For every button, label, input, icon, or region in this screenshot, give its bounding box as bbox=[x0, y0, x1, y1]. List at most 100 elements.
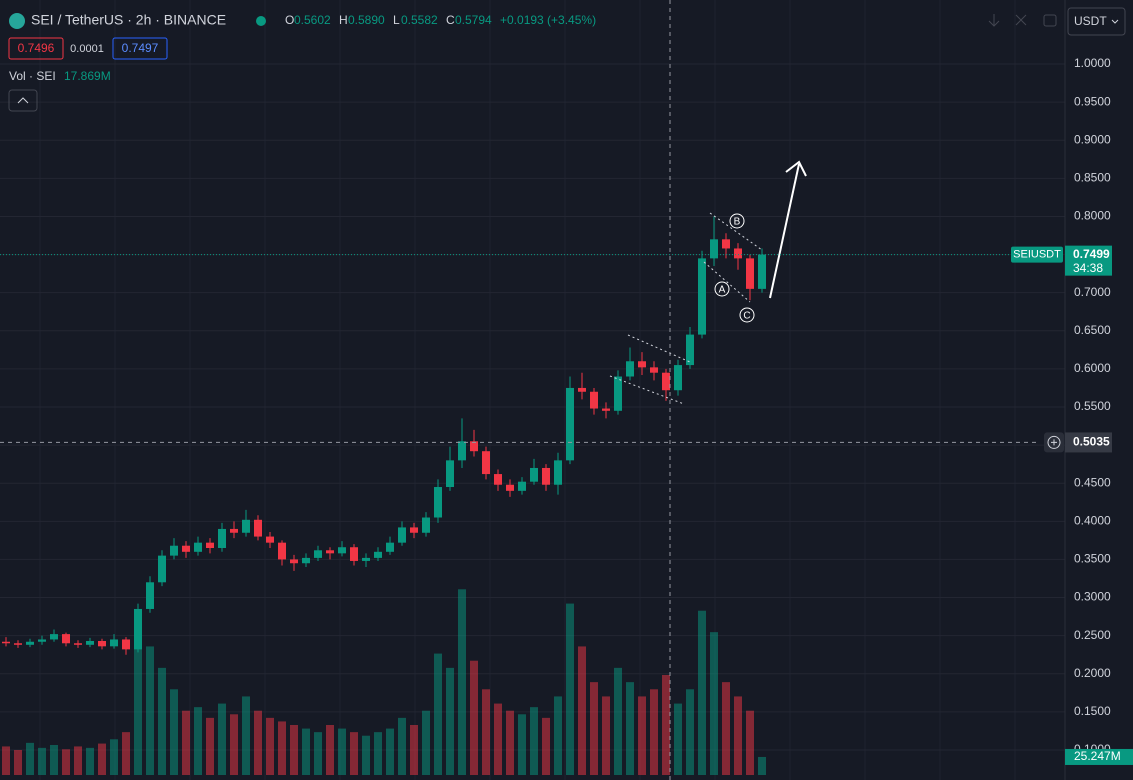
y-tick-label: 0.4500 bbox=[1074, 475, 1111, 489]
candle-body bbox=[614, 376, 622, 411]
volume-bar bbox=[326, 725, 334, 775]
candle-body bbox=[626, 361, 634, 377]
volume-bar bbox=[122, 732, 130, 775]
wave-labels: A B C bbox=[714, 213, 755, 323]
candle-body bbox=[218, 528, 226, 548]
y-tick-label: 0.3500 bbox=[1074, 552, 1111, 566]
candle-body bbox=[758, 254, 766, 289]
ohlc-change: +0.0193 (+3.45%) bbox=[500, 13, 596, 27]
candle-body bbox=[710, 239, 718, 259]
y-tick-label: 0.1500 bbox=[1074, 704, 1111, 718]
wave-circle bbox=[729, 213, 745, 229]
volume-bar bbox=[506, 710, 514, 775]
volume-bar bbox=[662, 675, 670, 775]
candle-body bbox=[650, 367, 658, 373]
volume-bar bbox=[710, 632, 718, 775]
candle-body bbox=[566, 387, 574, 461]
volume-bar bbox=[638, 696, 646, 775]
volume-last-box bbox=[1065, 748, 1133, 765]
volume-value: 17.869M bbox=[64, 69, 111, 83]
volume-bar bbox=[350, 732, 358, 775]
volume-bar bbox=[698, 610, 706, 775]
volume-bar bbox=[314, 732, 322, 775]
y-tick-label: 1.0000 bbox=[1074, 56, 1111, 70]
candle-body bbox=[362, 557, 370, 561]
last-price-label: 0.7499 bbox=[1073, 247, 1110, 261]
volume-bar bbox=[674, 703, 682, 775]
volume-bar bbox=[386, 728, 394, 775]
volume-bar bbox=[290, 725, 298, 775]
volume-bar bbox=[458, 589, 466, 775]
volume-bar bbox=[650, 689, 658, 775]
candle-body bbox=[62, 634, 70, 644]
volume-bar bbox=[602, 696, 610, 775]
volume-bar bbox=[470, 660, 478, 775]
candle-body bbox=[146, 582, 154, 609]
y-tick-label: 0.4000 bbox=[1074, 513, 1111, 527]
icon bbox=[1043, 14, 1057, 27]
volume-bar bbox=[398, 717, 406, 775]
icon bbox=[988, 14, 1000, 27]
last-price-box bbox=[1065, 245, 1112, 276]
candle-body bbox=[410, 527, 418, 533]
collapse-button[interactable] bbox=[8, 89, 38, 112]
candle-body bbox=[38, 639, 46, 642]
wave-circle bbox=[714, 281, 730, 297]
candle-body bbox=[446, 460, 454, 488]
candle-body bbox=[266, 536, 274, 543]
y-tick-label: 0.7000 bbox=[1074, 285, 1111, 299]
candle-body bbox=[638, 361, 646, 368]
y-tick-label: 0.3000 bbox=[1074, 590, 1111, 604]
volume-bar bbox=[722, 682, 730, 775]
candle-body bbox=[50, 634, 58, 640]
countdown: 34:38 bbox=[1073, 261, 1103, 275]
ohlc-key: O bbox=[285, 13, 294, 27]
candle-body bbox=[386, 542, 394, 552]
y-tick-label: 0.8000 bbox=[1074, 209, 1111, 223]
volume-bar bbox=[302, 728, 310, 775]
candle-body bbox=[242, 519, 250, 533]
candle-body bbox=[470, 441, 478, 452]
symbol-title: SEI / TetherUS · 2h · BINANCE bbox=[31, 12, 226, 28]
volume-bar bbox=[758, 756, 766, 775]
volume-bar bbox=[746, 710, 754, 775]
candle-body bbox=[662, 372, 670, 391]
candle-body bbox=[74, 643, 82, 645]
candle-body bbox=[350, 547, 358, 561]
volume-layer bbox=[2, 589, 766, 775]
volume-label: Vol · SEI bbox=[9, 69, 56, 83]
candle-body bbox=[122, 639, 130, 650]
ohlc-value: 0.5602 bbox=[294, 13, 331, 27]
wave-circle bbox=[739, 307, 755, 323]
volume-bar bbox=[410, 725, 418, 775]
volume-bar bbox=[242, 696, 250, 775]
candle-body bbox=[86, 640, 94, 645]
volume-bar bbox=[590, 682, 598, 775]
icon bbox=[1015, 14, 1027, 26]
candle-body bbox=[182, 545, 190, 552]
market-status bbox=[256, 16, 266, 26]
volume-bar bbox=[110, 739, 118, 775]
volume-bar bbox=[182, 710, 190, 775]
candle-body bbox=[338, 547, 346, 554]
candle-body bbox=[26, 641, 34, 645]
bid-box[interactable] bbox=[8, 37, 64, 60]
volume-bar bbox=[38, 747, 46, 775]
currency-select[interactable] bbox=[1067, 7, 1126, 36]
candle-body bbox=[2, 641, 10, 644]
crosshair-price-box bbox=[1065, 432, 1112, 453]
arrow-shaft bbox=[769, 163, 800, 299]
y-tick-label: 0.9000 bbox=[1074, 132, 1111, 146]
volume-bar bbox=[86, 747, 94, 775]
ohlc-key: H bbox=[339, 13, 348, 27]
arrow-head bbox=[785, 160, 807, 177]
volume-bar bbox=[146, 646, 154, 775]
ask-box[interactable] bbox=[112, 37, 168, 60]
flag-top bbox=[627, 334, 691, 363]
candle-body bbox=[374, 551, 382, 558]
candle-body bbox=[434, 487, 442, 518]
wave-label: C bbox=[743, 311, 750, 322]
volume-bar bbox=[362, 735, 370, 775]
symbol-icon bbox=[9, 13, 25, 29]
